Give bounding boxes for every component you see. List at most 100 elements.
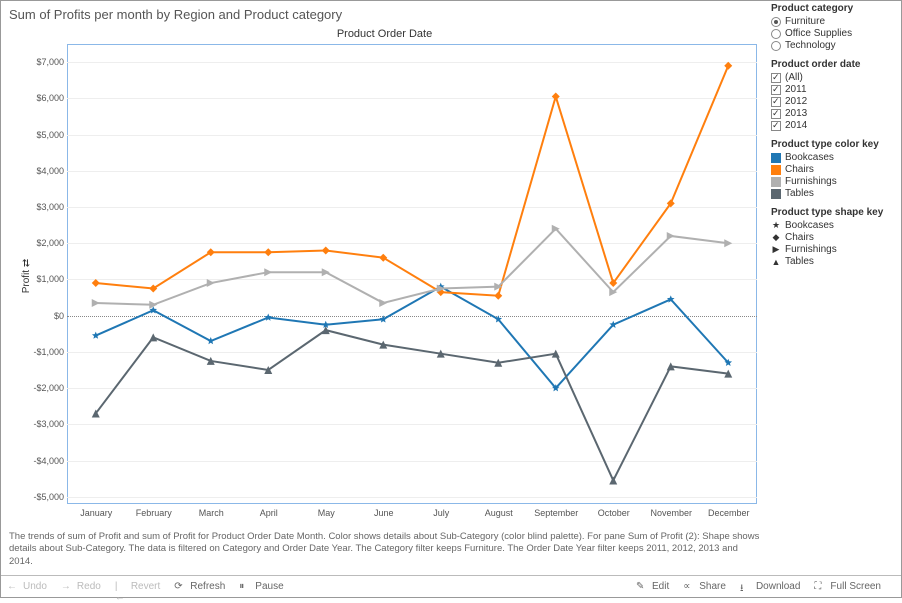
checkbox-label: (All)	[785, 72, 803, 83]
y-tick-label: $4,000	[14, 166, 64, 176]
redo-label: Redo	[77, 581, 101, 592]
pause-button[interactable]: ⏸ Pause	[239, 581, 283, 593]
series-marker-bookcases	[207, 337, 215, 344]
color-swatch	[771, 189, 781, 199]
legend-shape-key-title: Product type shape key	[771, 207, 897, 218]
checkbox-2012[interactable]: 2012	[771, 96, 897, 107]
pause-label: Pause	[255, 581, 283, 592]
shape-key-bookcases[interactable]: ★ Bookcases	[771, 220, 897, 231]
series-marker-furnishings	[724, 239, 732, 247]
shape-key-tables[interactable]: ▲Tables	[771, 256, 897, 267]
color-key-furnishings[interactable]: Furnishings	[771, 176, 897, 187]
series-marker-chairs	[322, 246, 330, 254]
checkbox-2013[interactable]: 2013	[771, 108, 897, 119]
series-line-chairs	[96, 66, 729, 296]
chart-title: Sum of Profits per month by Region and P…	[9, 7, 342, 22]
series-marker-furnishings	[379, 299, 387, 307]
shape-key-label: Tables	[785, 256, 814, 267]
series-marker-furnishings	[667, 232, 675, 240]
legend-category: Product category FurnitureOffice Supplie…	[771, 3, 897, 51]
color-key-label: Chairs	[785, 164, 814, 175]
checkbox-label: 2013	[785, 108, 807, 119]
radio-label: Furniture	[785, 16, 825, 27]
y-tick-label: $7,000	[14, 57, 64, 67]
series-marker-chairs	[92, 279, 100, 287]
color-key-label: Bookcases	[785, 152, 834, 163]
refresh-label: Refresh	[190, 581, 225, 592]
legend-order-date-title: Product order date	[771, 59, 897, 70]
series-marker-bookcases	[92, 332, 100, 339]
download-button[interactable]: ⭳ Download	[740, 581, 800, 593]
fullscreen-button[interactable]: ⛶ Full Screen	[814, 581, 881, 593]
color-key-tables[interactable]: Tables	[771, 188, 897, 199]
legend-color-key-title: Product type color key	[771, 139, 897, 150]
radio-icon	[771, 41, 781, 51]
shape-key-chairs[interactable]: ◆Chairs	[771, 232, 897, 243]
revert-button[interactable]: |← Revert	[115, 581, 160, 593]
checkbox-icon	[771, 109, 781, 119]
checkbox-label: 2014	[785, 120, 807, 131]
y-tick-label: -$1,000	[14, 347, 64, 357]
checkbox-icon	[771, 85, 781, 95]
y-tick-label: $6,000	[14, 93, 64, 103]
series-marker-tables	[609, 476, 617, 484]
redo-icon: →	[61, 581, 73, 593]
fullscreen-icon: ⛶	[814, 581, 826, 593]
undo-button[interactable]: ← Undo	[7, 581, 47, 593]
pause-icon: ⏸	[239, 581, 251, 593]
share-button[interactable]: ∝ Share	[683, 581, 726, 593]
y-tick-label: -$2,000	[14, 383, 64, 393]
y-tick-label: $5,000	[14, 130, 64, 140]
x-tick-label: August	[471, 508, 526, 518]
series-line-furnishings	[96, 229, 729, 305]
chart-area: Product Order Date $7,000 $6,000 $5,000 $4,…	[7, 26, 762, 526]
download-icon: ⭳	[740, 581, 752, 593]
legend-color-key: Product type color key BookcasesChairsFu…	[771, 139, 897, 199]
radio-furniture[interactable]: Furniture	[771, 16, 897, 27]
radio-office-supplies[interactable]: Office Supplies	[771, 28, 897, 39]
checkbox-label: 2012	[785, 96, 807, 107]
y-tick-label: -$4,000	[14, 456, 64, 466]
chart-svg	[67, 44, 757, 504]
x-tick-label: May	[299, 508, 354, 518]
x-tick-label: April	[241, 508, 296, 518]
color-swatch	[771, 153, 781, 163]
fullscreen-label: Full Screen	[830, 581, 881, 592]
legend-order-date: Product order date (All)2011201220132014	[771, 59, 897, 131]
x-tick-label: October	[586, 508, 641, 518]
chart-caption: The trends of sum of Profit and sum of P…	[9, 531, 764, 568]
color-key-bookcases[interactable]: Bookcases	[771, 152, 897, 163]
x-axis-title: Product Order Date	[7, 26, 762, 40]
y-tick-label: $3,000	[14, 202, 64, 212]
x-tick-label: January	[69, 508, 124, 518]
series-line-tables	[96, 330, 729, 480]
color-swatch	[771, 165, 781, 175]
series-marker-furnishings	[92, 299, 100, 307]
checkbox-2011[interactable]: 2011	[771, 84, 897, 95]
checkbox-2014[interactable]: 2014	[771, 120, 897, 131]
x-tick-label: September	[529, 508, 584, 518]
series-marker-tables	[149, 333, 157, 341]
edit-button[interactable]: ✎ Edit	[636, 581, 669, 593]
undo-icon: ←	[7, 581, 19, 593]
radio-technology[interactable]: Technology	[771, 40, 897, 51]
shape-key-label: Furnishings	[785, 244, 837, 255]
refresh-button[interactable]: ⟳ Refresh	[174, 581, 225, 593]
shape-key-label: Bookcases	[785, 220, 834, 231]
series-line-bookcases	[96, 287, 729, 388]
checkbox-all[interactable]: (All)	[771, 72, 897, 83]
y-tick-label: -$5,000	[14, 492, 64, 502]
color-key-chairs[interactable]: Chairs	[771, 164, 897, 175]
revert-label: Revert	[131, 581, 160, 592]
edit-label: Edit	[652, 581, 669, 592]
series-marker-chairs	[494, 292, 502, 300]
redo-button[interactable]: → Redo	[61, 581, 101, 593]
series-marker-furnishings	[264, 268, 272, 276]
shape-swatch: ★	[771, 221, 781, 231]
download-label: Download	[756, 581, 800, 592]
legend-panel: Product category FurnitureOffice Supplie…	[771, 3, 897, 275]
series-marker-chairs	[724, 62, 732, 70]
shape-swatch: ◆	[771, 233, 781, 243]
share-label: Share	[699, 581, 726, 592]
shape-key-furnishings[interactable]: ▶Furnishings	[771, 244, 897, 255]
